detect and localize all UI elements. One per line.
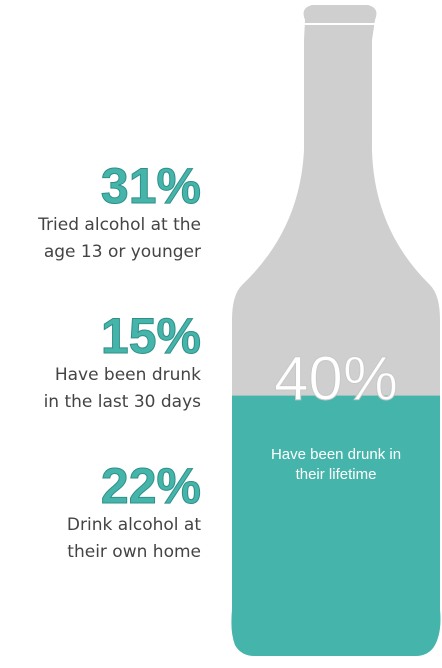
stat-figure: 31% — [101, 158, 201, 214]
bottle — [231, 5, 441, 656]
stat-text: Drink alcohol at — [67, 515, 201, 535]
stat-text: age 13 or younger — [44, 242, 201, 262]
bottle-value: 40% — [274, 344, 398, 413]
stat-text: Have been drunk — [55, 365, 201, 385]
stat-figure: 22% — [101, 458, 201, 514]
stat-figure: 15% — [101, 308, 201, 364]
bottle-caption: their lifetime — [296, 466, 377, 483]
bottle-caption: Have been drunk in — [271, 446, 401, 463]
bottle-fill — [231, 395, 441, 656]
stat-text: their own home — [67, 542, 201, 562]
stat-text: Tried alcohol at the — [37, 215, 201, 235]
stat-text: in the last 30 days — [44, 392, 202, 412]
